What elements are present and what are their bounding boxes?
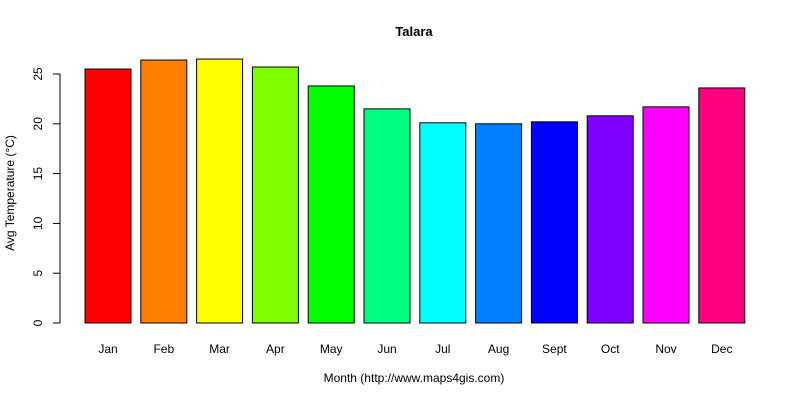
y-axis: 0 5 10 15 20 25 — [31, 67, 61, 326]
y-tick-label: 0 — [31, 319, 45, 326]
x-tick-label: May — [320, 342, 343, 356]
x-tick-label: Feb — [153, 342, 174, 356]
x-tick-label: Jun — [377, 342, 396, 356]
y-tick-label: 5 — [31, 270, 45, 277]
y-tick-label: 15 — [31, 167, 45, 181]
bar-oct — [586, 115, 634, 324]
bar-feb — [140, 59, 188, 324]
x-tick-label: Aug — [488, 342, 509, 356]
x-tick-label: Jul — [435, 342, 450, 356]
bar-jul — [419, 122, 467, 324]
x-axis-labels: Jan Feb Mar Apr May Jun Jul Aug Sept Oct Nov Dec — [98, 342, 732, 356]
y-tick-label: 25 — [31, 67, 45, 81]
x-tick-label: Oct — [601, 342, 620, 356]
x-tick-label: Mar — [209, 342, 230, 356]
bars-group — [84, 58, 746, 324]
bar-jan — [84, 68, 132, 324]
bar-sept — [530, 121, 578, 324]
bar-may — [307, 85, 355, 324]
x-tick-label: Dec — [711, 342, 732, 356]
bar-jun — [363, 108, 411, 324]
x-tick-label: Sept — [542, 342, 567, 356]
bar-mar — [196, 58, 244, 324]
x-tick-label: Jan — [98, 342, 117, 356]
x-tick-label: Apr — [266, 342, 285, 356]
bar-apr — [251, 66, 299, 324]
x-axis-label: Month (http://www.maps4gis.com) — [324, 371, 505, 385]
y-tick-label: 10 — [31, 216, 45, 230]
chart-title: Talara — [395, 24, 433, 39]
bar-aug — [475, 123, 523, 324]
bar-nov — [642, 106, 690, 324]
bar-dec — [698, 87, 746, 324]
y-axis-label: Avg Temperature (°C) — [3, 135, 17, 251]
y-tick-label: 20 — [31, 117, 45, 131]
x-tick-label: Nov — [655, 342, 676, 356]
